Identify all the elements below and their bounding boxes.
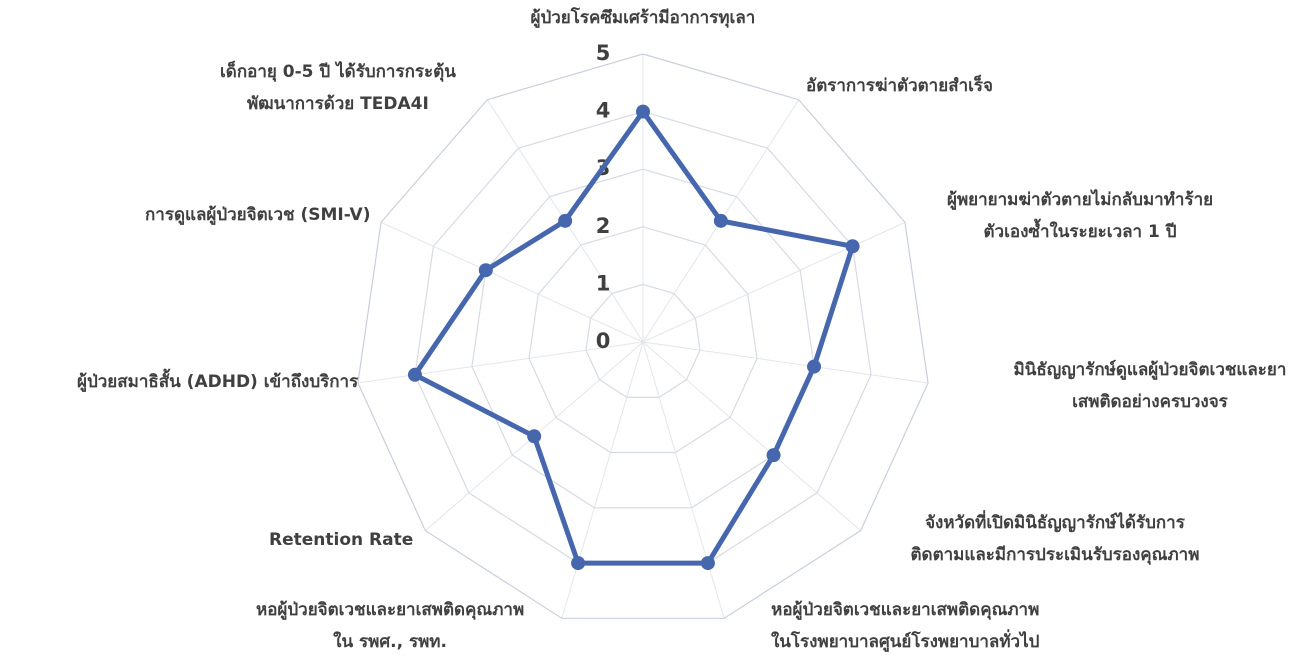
axis-label: หอผู้ป่วยจิตเวชและยาเสพติดคุณภาพ ใน รพศ.…	[256, 600, 525, 652]
axis-label: การดูแลผู้ป่วยจิตเวช (SMI-V)	[145, 205, 371, 225]
axis-label: อัตราการฆ่าตัวตายสำเร็จ	[806, 76, 994, 96]
grid-ring	[471, 168, 815, 509]
spoke	[380, 221, 644, 343]
point	[527, 429, 542, 444]
spoke	[642, 341, 725, 619]
point	[636, 104, 650, 119]
spoke	[642, 341, 929, 384]
point	[766, 448, 781, 463]
axis-label: จังหวัดที่เปิดมินิธัญญารักษ์ได้รับการ ติ…	[910, 513, 1200, 565]
axis-label: มินิธัญญารักษ์ดูแลผู้ป่วยจิตเวชและยา เสพ…	[1013, 360, 1287, 412]
r-tick-label: 5	[596, 41, 611, 65]
point	[571, 556, 586, 571]
point	[700, 556, 715, 571]
point	[478, 263, 493, 278]
axis-label: Retention Rate	[269, 530, 414, 550]
r-tick-label: 0	[596, 329, 611, 353]
point	[713, 213, 728, 228]
spoke	[642, 341, 861, 531]
grid-ring	[585, 283, 701, 398]
axis-label: เด็กอายุ 0-5 ปี ได้รับการกระตุ้น พัฒนากา…	[220, 62, 456, 114]
spoke	[642, 221, 906, 343]
grid-ring	[528, 226, 758, 454]
axis-label: หอผู้ป่วยจิตเวชและยาเสพติดคุณภาพ ในโรงพย…	[771, 600, 1040, 652]
r-tick-label: 1	[596, 271, 611, 295]
point	[407, 367, 422, 382]
series-line	[412, 109, 856, 566]
spoke	[561, 341, 644, 619]
r-tick-label: 2	[596, 214, 611, 238]
axis-label: ผู้ป่วยสมาธิสั้น (ADHD) เข้าถึงบริการ	[77, 372, 359, 392]
point	[558, 213, 573, 228]
axis-label: ผู้ป่วยโรคซึมเศร้ามีอาการทุเลา	[530, 8, 756, 28]
axis-label: ผู้พยายามฆ่าตัวตายไม่กลับมาทำร้าย ตัวเอง…	[947, 190, 1214, 242]
grid-ring	[357, 53, 929, 619]
spoke	[357, 341, 644, 384]
r-tick-label: 4	[596, 99, 611, 123]
point	[807, 359, 822, 374]
point	[845, 239, 860, 254]
